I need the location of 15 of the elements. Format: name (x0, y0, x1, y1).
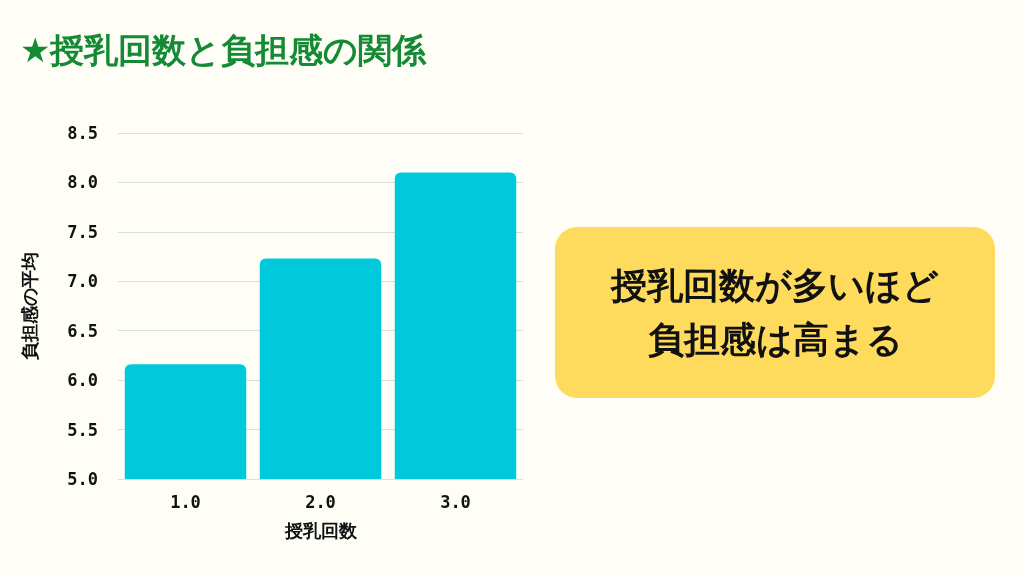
y-axis-title: 負担感の平均 (18, 252, 40, 360)
chart-title: ★授乳回数と負担感の関係 (20, 29, 427, 72)
x-axis-title: 授乳回数 (283, 519, 358, 541)
y-tick-label: 5.0 (67, 469, 98, 489)
x-tick-label: 1.0 (170, 491, 201, 512)
y-tick-label: 8.0 (67, 172, 98, 193)
y-tick-label: 8.5 (67, 123, 98, 143)
y-tick-label: 6.0 (67, 370, 98, 391)
text: 授乳回数が多いほど負担感は高まる (609, 263, 940, 362)
y-tick-label: 5.5 (67, 419, 98, 440)
y-tick-label: 7.0 (67, 271, 98, 292)
x-tick-label: 3.0 (440, 491, 471, 512)
y-tick-label: 7.5 (67, 221, 98, 242)
y-tick-label: 6.5 (67, 320, 98, 341)
x-tick-label: 2.0 (305, 491, 336, 512)
